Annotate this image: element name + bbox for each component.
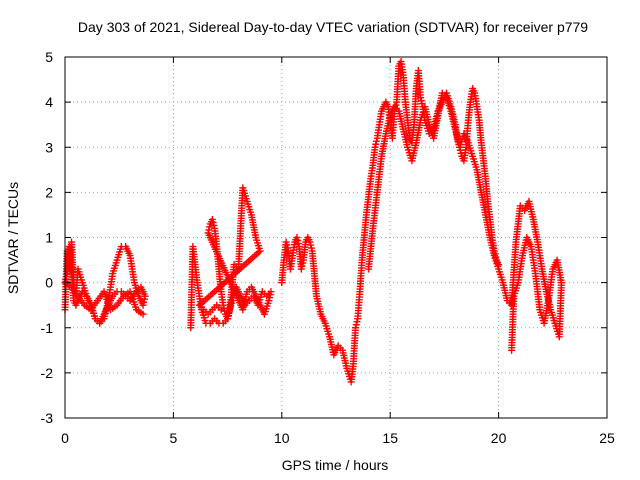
x-tick-label: 25	[599, 430, 615, 446]
y-tick-label: 0	[45, 275, 53, 291]
chart-title: Day 303 of 2021, Sidereal Day-to-day VTE…	[78, 19, 588, 35]
data-markers	[61, 58, 565, 386]
y-tick-labels: -3 -2 -1 0 1 2 3 4 5	[41, 49, 54, 426]
y-tick-label: -2	[41, 365, 54, 381]
y-tick-label: 2	[45, 184, 53, 200]
x-tick-label: 5	[170, 430, 178, 446]
data-point-4	[508, 346, 516, 354]
y-axis-label: SDTVAR / TECUs	[5, 182, 21, 294]
x-tick-label: 10	[274, 430, 290, 446]
y-tick-label: -1	[41, 320, 54, 336]
y-tick-label: 5	[45, 49, 53, 65]
y-tick-label: 4	[45, 94, 53, 110]
y-tick-label: 3	[45, 139, 53, 155]
x-tick-label: 0	[61, 430, 69, 446]
axis-ticks	[64, 56, 608, 419]
y-tick-label: 1	[45, 230, 53, 246]
x-axis-label: GPS time / hours	[282, 457, 389, 473]
data-point-2	[217, 306, 225, 314]
data-point-1	[139, 310, 147, 318]
x-tick-label: 15	[382, 430, 398, 446]
x-tick-labels: 0 5 10 15 20 25	[61, 430, 615, 446]
y-tick-label: -3	[41, 410, 54, 426]
x-tick-label: 20	[491, 430, 507, 446]
